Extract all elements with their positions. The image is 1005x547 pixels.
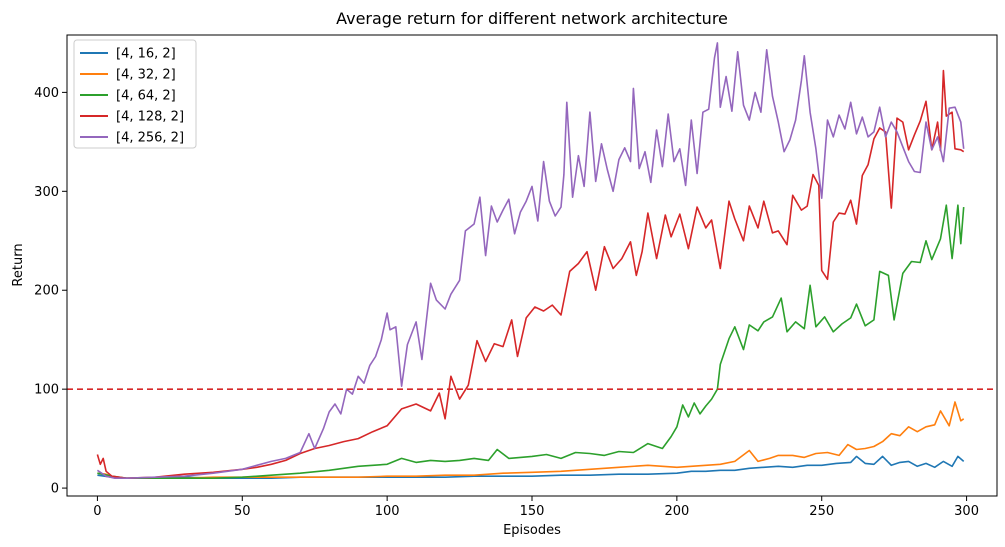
chart-title: Average return for different network arc…	[336, 9, 728, 28]
x-tick-label: 200	[664, 504, 689, 519]
y-tick-label: 200	[34, 284, 59, 299]
legend-label-3: [4, 128, 2]	[116, 110, 184, 125]
x-tick-label: 250	[809, 504, 834, 519]
y-axis: 0 100 200 300 400	[34, 86, 67, 497]
legend-label-0: [4, 16, 2]	[116, 47, 176, 62]
y-tick-label: 300	[34, 185, 59, 200]
series-line-3	[96, 69, 965, 479]
series-line-1	[97, 401, 965, 479]
y-tick-label: 100	[34, 383, 59, 398]
series-line-2	[97, 204, 965, 479]
legend-label-1: [4, 32, 2]	[116, 68, 176, 83]
legend-label-2: [4, 64, 2]	[116, 89, 176, 104]
x-axis: 0 50 100 150 200 250 300	[93, 496, 979, 519]
y-tick-label: 0	[51, 482, 59, 497]
x-axis-title: Episodes	[503, 523, 561, 538]
legend-box	[73, 39, 197, 149]
y-axis-title: Return	[11, 243, 26, 286]
y-tick-label: 400	[34, 86, 59, 101]
x-tick-label: 300	[954, 504, 979, 519]
legend: [4, 16, 2] [4, 32, 2] [4, 64, 2] [4, 128, 2…	[73, 39, 197, 149]
plot-area	[67, 42, 997, 479]
x-tick-label: 150	[520, 504, 545, 519]
legend-label-4: [4, 256, 2]	[116, 131, 184, 146]
series-line-4	[96, 42, 965, 479]
x-tick-label: 0	[93, 504, 101, 519]
x-tick-label: 50	[234, 504, 251, 519]
x-tick-label: 100	[375, 504, 400, 519]
series-layer	[96, 42, 965, 479]
